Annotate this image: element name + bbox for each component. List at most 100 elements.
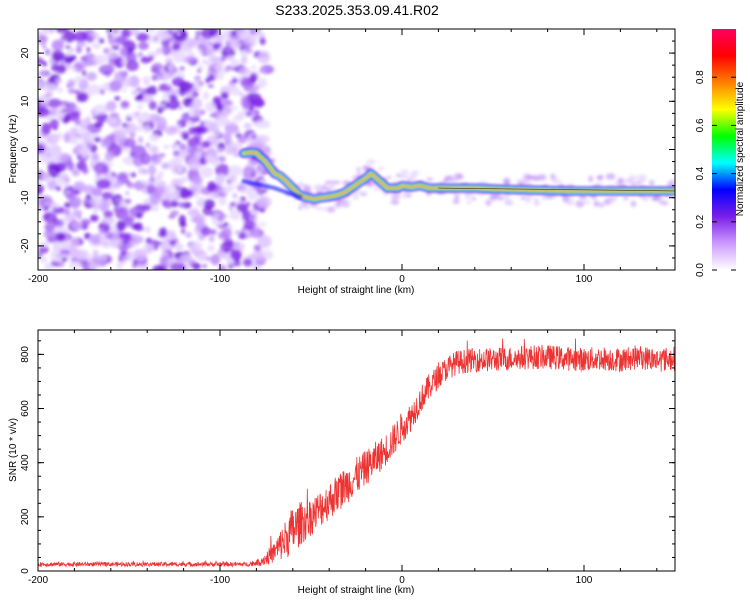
noise-blob	[143, 198, 149, 205]
noise-blob	[142, 112, 152, 123]
noise-blob	[224, 146, 235, 155]
noise-blob	[152, 265, 166, 270]
noise-blob	[171, 178, 184, 187]
noise-blob	[194, 149, 203, 159]
noise-blob	[53, 219, 64, 228]
noise-blob	[69, 247, 80, 259]
noise-blob	[126, 182, 135, 189]
halo-blob	[365, 159, 376, 165]
noise-blob	[122, 87, 127, 93]
noise-blob	[131, 111, 144, 120]
noise-blob	[137, 93, 144, 100]
noise-blob	[131, 263, 138, 268]
noise-blob	[161, 162, 170, 170]
noise-blob	[138, 52, 143, 57]
noise-blob	[111, 44, 120, 51]
noise-blob	[218, 251, 225, 259]
noise-blob	[148, 133, 160, 142]
noise-blob	[63, 181, 70, 189]
noise-blob	[223, 222, 229, 227]
halo-blob	[550, 173, 556, 180]
noise-blob	[69, 218, 79, 230]
noise-blob	[53, 68, 58, 73]
noise-blob	[63, 30, 76, 43]
noise-blob	[167, 68, 176, 79]
noise-blob	[245, 110, 253, 116]
noise-blob	[178, 201, 185, 209]
noise-blob	[205, 35, 212, 41]
halo-blob	[444, 175, 455, 180]
noise-blob	[179, 105, 183, 111]
noise-blob	[146, 183, 156, 193]
halo-blob	[623, 196, 629, 201]
noise-blob	[259, 208, 266, 213]
noise-blob	[51, 39, 65, 52]
halo-blob	[525, 197, 531, 204]
halo-blob	[454, 193, 460, 200]
colorbar-gradient	[712, 29, 736, 270]
noise-blob	[187, 93, 193, 99]
noise-blob	[257, 235, 272, 249]
noise-blob	[38, 155, 55, 164]
snr-y-tick-label: 200	[20, 508, 31, 525]
noise-blob	[239, 49, 248, 57]
noise-blob	[221, 99, 234, 108]
noise-blob	[38, 195, 54, 207]
noise-blob	[231, 77, 239, 84]
halo-blob	[454, 172, 464, 180]
noise-blob	[191, 80, 200, 88]
noise-blob	[149, 192, 164, 204]
noise-blob	[194, 76, 201, 82]
noise-blob	[42, 44, 47, 49]
noise-blob	[171, 143, 178, 150]
noise-blob	[155, 116, 167, 130]
snr-x-label: Height of straight line (km)	[298, 585, 415, 596]
noise-blob	[166, 83, 172, 87]
noise-blob	[187, 156, 202, 171]
noise-blob	[261, 187, 268, 193]
noise-blob	[92, 237, 101, 244]
noise-blob	[173, 150, 181, 157]
noise-blob	[69, 260, 81, 270]
noise-blob	[194, 213, 203, 223]
halo-blob	[593, 201, 600, 206]
noise-blob	[84, 232, 90, 239]
noise-blob	[178, 214, 187, 225]
noise-blob	[63, 132, 71, 143]
noise-blob	[145, 142, 151, 148]
noise-blob	[168, 196, 173, 201]
noise-blob	[94, 43, 101, 50]
noise-blob	[240, 56, 248, 65]
noise-blob	[203, 198, 215, 210]
halo-blob	[640, 179, 646, 184]
halo-blob	[356, 167, 361, 172]
noise-blob	[232, 193, 238, 199]
halo-blob	[352, 195, 359, 201]
noise-blob	[109, 80, 123, 92]
noise-blob	[72, 168, 78, 174]
halo-blob	[592, 197, 598, 202]
noise-blob	[227, 257, 234, 263]
noise-blob	[137, 136, 144, 144]
noise-blob	[82, 166, 89, 175]
noise-blob	[116, 220, 126, 232]
noise-blob	[145, 237, 153, 245]
noise-blob	[130, 172, 137, 178]
noise-blob	[62, 118, 70, 124]
noise-blob	[207, 181, 217, 190]
noise-blob	[224, 248, 229, 252]
noise-blob	[54, 78, 63, 84]
noise-blob	[62, 175, 68, 182]
noise-blob	[243, 219, 256, 231]
noise-blob	[161, 249, 168, 255]
noise-blob	[111, 29, 118, 34]
noise-blob	[123, 217, 134, 228]
noise-blob	[101, 215, 115, 225]
noise-blob	[38, 152, 41, 157]
noise-blob	[119, 48, 129, 57]
noise-blob	[38, 34, 48, 45]
noise-blob	[209, 229, 217, 236]
noise-blob	[205, 101, 217, 113]
noise-blob	[73, 31, 88, 43]
noise-blob	[181, 132, 189, 141]
